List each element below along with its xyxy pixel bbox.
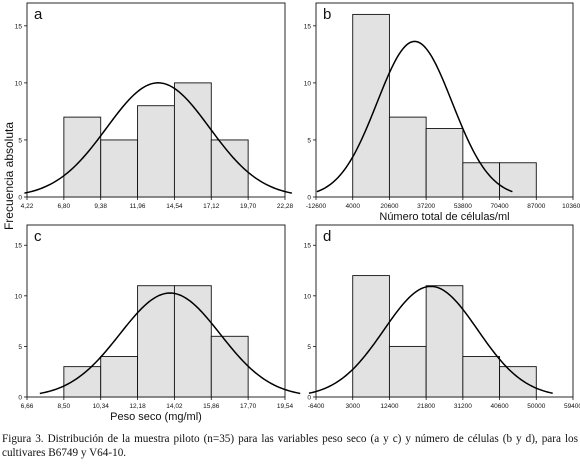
x-tick-label: 12400 xyxy=(380,403,398,410)
x-tick-label: 70400 xyxy=(491,203,509,210)
y-tick-label: 0 xyxy=(307,395,311,402)
normal-curve xyxy=(24,82,293,194)
x-tick-label: 31200 xyxy=(454,403,472,410)
x-tick-label: 4,22 xyxy=(21,203,34,210)
x-tick-label: 14,54 xyxy=(166,203,183,210)
x-axis-label: Peso seco (mg/ml) xyxy=(110,411,202,423)
y-axis-label: Frecuencia absoluta xyxy=(2,122,16,230)
histogram-bar xyxy=(352,275,390,398)
x-tick-label: 37200 xyxy=(417,203,435,210)
x-tick-label: 50000 xyxy=(527,403,545,410)
y-tick-label: 5 xyxy=(307,137,311,144)
histogram-bar xyxy=(388,345,427,398)
histogram-bar xyxy=(100,139,139,198)
normal-curve xyxy=(316,40,513,193)
y-tick-label: 5 xyxy=(307,344,311,351)
y-tick-label: 10 xyxy=(304,80,312,87)
x-tick-label: 6,66 xyxy=(21,403,34,410)
x-tick-label: 53800 xyxy=(454,203,472,210)
panel-letter: c xyxy=(34,228,42,245)
x-tick-label: 19,70 xyxy=(240,203,257,210)
panel-c: 6,66 8,50 10,34 12,18 14,02 15,86 17,70 19,54 0 5… xyxy=(15,224,301,423)
y-tick-label: 0 xyxy=(18,195,22,202)
histogram-figure: Frecuencia absoluta 4,22 6,80 9,38 11,96 14,… xyxy=(2,2,580,423)
figure-caption: Figura 3. Distribución de la muestra pil… xyxy=(2,433,578,459)
x-tick-label: -12600 xyxy=(306,203,327,210)
histogram-bar xyxy=(499,366,537,398)
y-tick-label: 10 xyxy=(304,293,312,300)
histogram-bar xyxy=(137,285,175,398)
y-tick-label: 0 xyxy=(307,195,311,202)
histogram-bar xyxy=(100,356,139,398)
x-tick-label: 87000 xyxy=(527,203,545,210)
y-tick-label: 15 xyxy=(304,243,312,250)
y-tick-label: 5 xyxy=(18,137,22,144)
histogram-bar xyxy=(425,128,464,198)
histogram-panels: 4,22 6,80 9,38 11,96 14,54 17,12 19,70 22,28 0 5 1… xyxy=(15,2,580,423)
y-tick-label: 10 xyxy=(15,293,23,300)
histogram-bar xyxy=(462,356,501,398)
normal-curve xyxy=(308,285,553,394)
x-tick-label: 19,54 xyxy=(277,403,294,410)
histogram-bar xyxy=(63,116,102,198)
x-tick-label: 21800 xyxy=(417,403,435,410)
x-tick-label: 3000 xyxy=(345,403,360,410)
panel-b: -12600 4000 20600 37200 53800 70400 87000 10360… xyxy=(304,2,580,223)
x-tick-label: 14,02 xyxy=(166,403,183,410)
histogram-bar xyxy=(352,13,390,198)
y-tick-label: 15 xyxy=(15,243,23,250)
histogram-bar xyxy=(137,105,175,198)
x-tick-label: 6,80 xyxy=(58,203,71,210)
x-tick-label: 15,86 xyxy=(203,403,220,410)
x-tick-label: -6400 xyxy=(308,403,325,410)
y-tick-label: 0 xyxy=(18,395,22,402)
x-tick-label: 9,38 xyxy=(94,203,107,210)
x-tick-label: 12,18 xyxy=(129,403,146,410)
x-tick-label: 20600 xyxy=(380,203,398,210)
y-tick-label: 15 xyxy=(304,23,312,30)
x-tick-label: 10,34 xyxy=(93,403,110,410)
panel-letter: d xyxy=(323,228,331,245)
histogram-bar xyxy=(425,285,464,398)
y-tick-label: 15 xyxy=(15,23,23,30)
histogram-bar xyxy=(173,82,212,198)
x-tick-label: 22,28 xyxy=(277,203,294,210)
x-axis-label: Número total de células/ml xyxy=(379,211,509,223)
x-tick-label: 4000 xyxy=(345,203,360,210)
x-tick-label: 11,96 xyxy=(130,203,146,210)
panel-letter: a xyxy=(34,6,43,23)
x-tick-label: 8,50 xyxy=(58,403,71,410)
histogram-bar xyxy=(63,366,102,398)
histogram-bar xyxy=(388,116,427,198)
panel-letter: b xyxy=(323,6,331,23)
histogram-bar xyxy=(210,139,249,198)
panel-a: 4,22 6,80 9,38 11,96 14,54 17,12 19,70 22,28 0 5 1… xyxy=(15,2,294,210)
x-tick-label: 17,12 xyxy=(203,203,220,210)
normal-curve xyxy=(39,292,301,395)
x-tick-label: 40600 xyxy=(491,403,509,410)
histogram-bar xyxy=(499,162,537,198)
y-tick-label: 5 xyxy=(18,344,22,351)
y-tick-label: 10 xyxy=(15,80,23,87)
x-tick-label: 17,70 xyxy=(240,403,257,410)
